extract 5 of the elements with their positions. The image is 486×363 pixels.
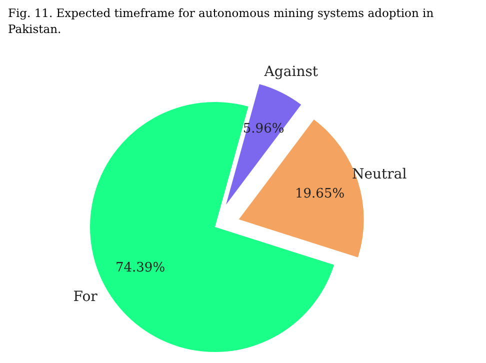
data-label: 19.65%	[295, 186, 345, 202]
slice-label: For	[73, 289, 98, 306]
chart-title: Fig. 11. Expected timeframe for autonomous mining systems adoption in Pakistan.	[7, 5, 435, 38]
slice-label: Against	[263, 64, 318, 80]
data-label: 74.39%	[115, 260, 166, 276]
